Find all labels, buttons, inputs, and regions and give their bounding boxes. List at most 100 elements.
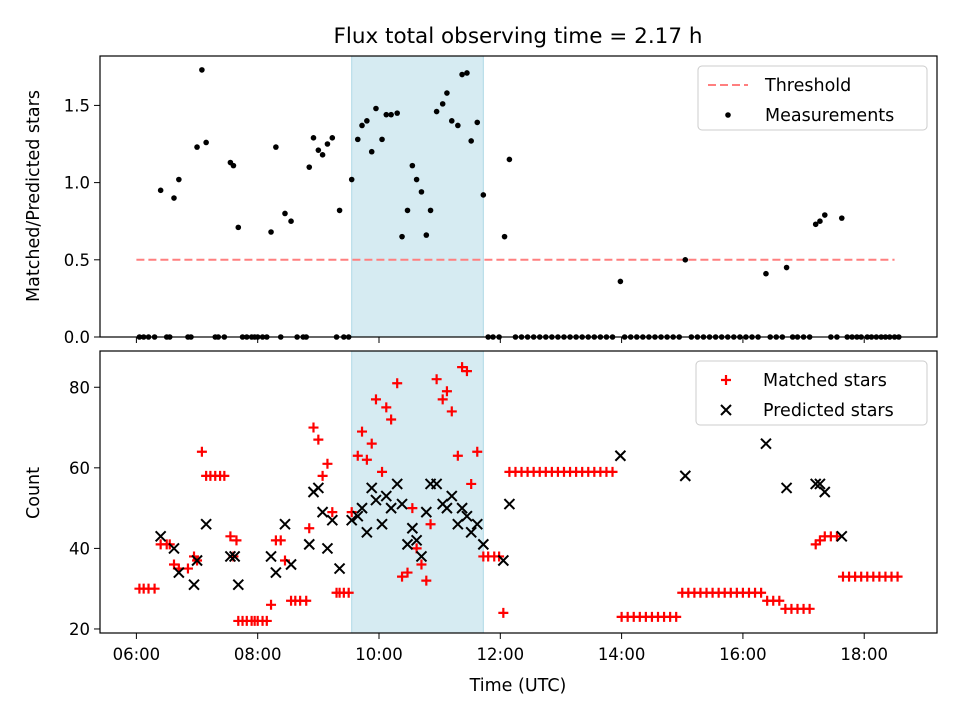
data-point	[503, 498, 516, 510]
data-point	[446, 406, 457, 417]
data-point	[441, 502, 453, 514]
data-point	[617, 278, 624, 285]
series-bottom-0	[134, 362, 903, 626]
data-point	[480, 192, 487, 198]
data-point	[812, 221, 819, 228]
data-point	[401, 538, 414, 551]
y-tick-label: 60	[69, 459, 90, 478]
data-point	[196, 446, 207, 457]
y-axis-label-bottom: Count	[24, 467, 44, 519]
axes-frame-top	[99, 55, 938, 338]
data-point	[261, 615, 272, 626]
data-point	[194, 144, 200, 150]
data-point	[461, 366, 472, 377]
legend-label: Measurements	[765, 106, 894, 126]
data-point	[396, 498, 408, 510]
data-point	[614, 450, 627, 462]
data-point	[383, 111, 390, 118]
data-point	[425, 519, 436, 530]
data-point	[416, 559, 427, 570]
y-tick-label: 0.5	[64, 251, 90, 270]
data-point	[468, 138, 474, 144]
data-point	[348, 176, 355, 183]
data-point	[366, 482, 378, 494]
data-point	[322, 458, 333, 469]
data-point	[838, 215, 845, 221]
data-point	[404, 207, 411, 214]
x-axis-label: Time (UTC)	[469, 676, 567, 696]
data-point	[474, 119, 481, 126]
data-point	[373, 105, 379, 112]
data-point	[228, 550, 241, 563]
x-tick-label: 18:00	[840, 645, 888, 664]
legend-label: Matched stars	[763, 371, 887, 391]
data-point	[682, 257, 689, 263]
y-tick-label: 40	[69, 539, 90, 558]
data-point	[406, 522, 419, 534]
data-point	[386, 414, 397, 425]
data-point	[288, 218, 294, 225]
data-point	[423, 232, 430, 238]
ratio-panel: 0.0 0.5 1.0 1.5 Threshold Measurements	[64, 55, 938, 347]
data-point	[760, 437, 772, 450]
data-point	[324, 141, 331, 147]
data-point	[333, 562, 346, 575]
data-point	[370, 394, 381, 405]
data-point	[461, 510, 473, 522]
data-point	[266, 599, 277, 610]
count-panel: 20 40 60 80 06:00 08:00 10:00 12:00 14:00 16:00 18…	[69, 350, 938, 664]
data-point	[415, 550, 428, 563]
data-point	[465, 526, 477, 538]
data-point	[506, 156, 513, 163]
data-point	[809, 478, 822, 490]
data-point	[171, 195, 177, 201]
data-point	[783, 264, 790, 271]
data-point	[225, 531, 236, 542]
data-point	[814, 478, 826, 490]
legend-box	[695, 360, 928, 426]
data-point	[452, 450, 463, 461]
data-point	[763, 270, 769, 277]
data-point	[149, 583, 160, 594]
data-point	[232, 578, 244, 591]
data-point	[377, 466, 388, 477]
data-point	[430, 478, 443, 490]
data-point	[437, 394, 448, 405]
data-point	[203, 139, 209, 146]
data-point	[376, 518, 388, 530]
data-point	[224, 550, 237, 563]
data-point	[235, 224, 242, 231]
data-point	[459, 71, 465, 78]
data-point	[407, 503, 418, 514]
data-point	[361, 454, 372, 465]
data-point	[413, 176, 420, 183]
series-bottom-1	[154, 437, 848, 591]
data-point	[399, 233, 405, 240]
data-point	[421, 575, 432, 586]
data-point	[345, 514, 358, 526]
data-point	[446, 490, 458, 502]
data-point	[439, 101, 446, 107]
data-point	[316, 506, 329, 518]
data-point	[448, 118, 455, 124]
y-tick-label: 80	[69, 378, 90, 397]
data-point	[199, 67, 205, 73]
data-point	[361, 526, 373, 538]
data-point	[173, 566, 185, 579]
data-point	[268, 229, 274, 235]
data-point	[273, 144, 279, 150]
y-tick-label: 1.5	[64, 96, 90, 115]
data-point	[379, 136, 385, 143]
data-point	[354, 136, 361, 143]
data-point	[671, 611, 682, 622]
data-point	[420, 506, 433, 518]
observing-span-bottom	[351, 350, 484, 634]
data-point	[817, 218, 823, 225]
data-point	[231, 535, 242, 546]
data-point	[427, 207, 434, 214]
x-tick-label: 16:00	[719, 645, 767, 664]
legend-label: Threshold	[764, 76, 851, 96]
data-point	[497, 554, 510, 567]
data-point	[359, 122, 365, 129]
